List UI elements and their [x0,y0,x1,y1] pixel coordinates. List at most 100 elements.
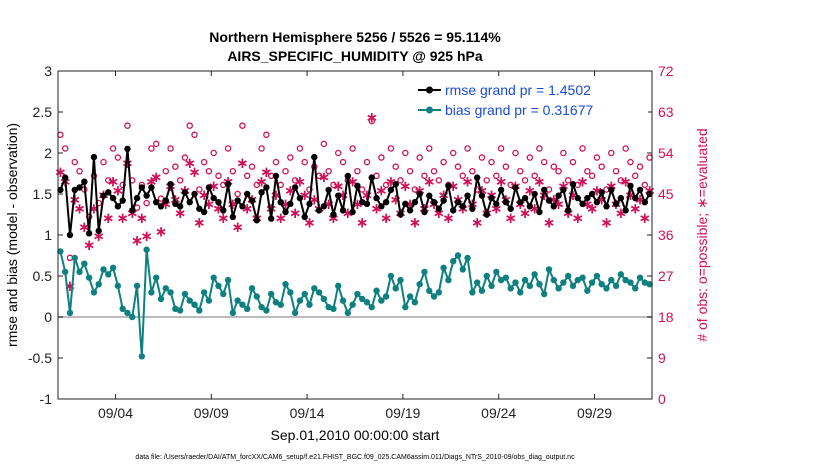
bias-line [59,248,650,358]
bias-point [406,293,414,300]
obs-possible-point [430,167,438,175]
obs-evaluated-point: ∗ [318,168,331,186]
obs-possible-point [291,177,299,184]
y-right-tick-label: 36 [658,227,674,243]
bias-point [210,274,217,281]
bias-point [167,289,174,296]
rmse-point [387,186,395,194]
rmse-point [339,207,347,214]
obs-possible-point [560,149,567,157]
rmse-point [85,230,93,237]
obs-possible-point [483,177,490,184]
obs-evaluated-point: ∗ [629,200,642,218]
bias-point [545,266,553,273]
obs-possible-point [531,172,538,180]
obs-possible-point [176,177,184,184]
rmse-point [124,145,131,153]
bias-point [315,289,323,296]
chart-title: Northern Hemisphere 5256 / 5526 = 95.114… [209,29,501,45]
rmse-point [598,189,605,196]
rmse-point [517,199,524,206]
rmse-point [550,203,557,210]
obs-evaluated-point: ∗ [380,209,393,227]
rmse-point [229,213,237,221]
rmse-point [325,186,332,194]
bias-point [81,260,88,267]
x-tick-label: 09/29 [577,405,612,421]
obs-evaluated-point: ∗ [140,227,153,245]
obs-possible-point [440,158,447,166]
obs-possible-point [354,167,361,175]
y-tick-label: -0.5 [28,350,52,366]
obs-evaluated-point: ∗ [112,181,125,199]
bias-point [148,289,155,296]
legend-bias-marker [426,106,433,114]
bias-point [430,293,438,300]
rmse-point [421,208,428,216]
rmse-point [282,208,289,216]
bias-point [560,279,567,286]
rmse-point [579,200,586,208]
obs-possible-point [334,149,342,157]
obs-possible-point [454,163,462,170]
bias-point [502,274,510,281]
y-tick-label: 3 [44,63,52,79]
rmse-point [430,199,438,206]
bias-point [450,258,457,265]
y-axis-right-label: # of obs: o=possible; ∗=evaluated [694,128,710,341]
bias-point [579,274,586,281]
rmse-point [129,207,136,214]
bias-point [368,303,375,311]
rmse-point [349,208,356,216]
rmse-point [464,192,471,199]
obs-possible-point [464,145,471,152]
bias-point [440,264,447,271]
bias-point [488,282,495,290]
rmse-point [560,186,567,194]
obs-possible-point [282,167,289,175]
y-right-tick-label: 63 [658,104,674,120]
y-tick-label: -1 [40,391,53,407]
obs-evaluated-point: ∗ [576,172,589,190]
bias-point [57,248,64,255]
rmse-point [574,194,581,202]
rmse-point [153,199,160,206]
obs-evaluated-point: ∗ [461,172,474,190]
obs-possible-point [263,131,270,139]
bias-point [339,297,347,304]
obs-possible-point [181,154,189,161]
rmse-point [311,153,318,161]
bias-point [358,295,366,303]
obs-possible-point [191,131,198,139]
x-axis: 09/04 09/09 09/14 09/19 09/24 09/29 [98,71,612,421]
y-right-tick-label: 45 [658,186,674,202]
bias-point [258,303,265,311]
obs-possible-point [449,149,457,157]
obs-possible-point [569,158,577,166]
obs-possible-point [564,177,572,184]
bias-point [253,293,260,300]
obs-possible-point [435,177,443,184]
rmse-point [335,192,342,199]
obs-possible-point [358,186,366,193]
obs-evaluated-point: ∗ [332,177,345,195]
rmse-series [57,145,653,239]
x-tick-label: 09/24 [481,405,516,421]
rmse-point [291,184,299,191]
bias-point [267,290,275,298]
rmse-point [191,190,198,198]
rmse-point [200,208,208,216]
x-tick-label: 09/04 [98,405,133,421]
rmse-point [536,208,543,216]
bias-point [363,299,371,306]
obs-evaluated-point: ∗ [121,154,134,172]
bias-point [598,281,605,288]
rmse-point [450,207,457,214]
legend-rmse-label: rmse grand pr = 1.4502 [445,82,591,98]
rmse-point [220,207,227,214]
obs-evaluated-point: ∗ [356,213,369,231]
legend: rmse grand pr = 1.4502 bias grand pr = 0… [412,79,648,121]
rmse-point [81,178,88,185]
obs-possible-point [497,145,505,152]
rmse-point [373,194,380,202]
